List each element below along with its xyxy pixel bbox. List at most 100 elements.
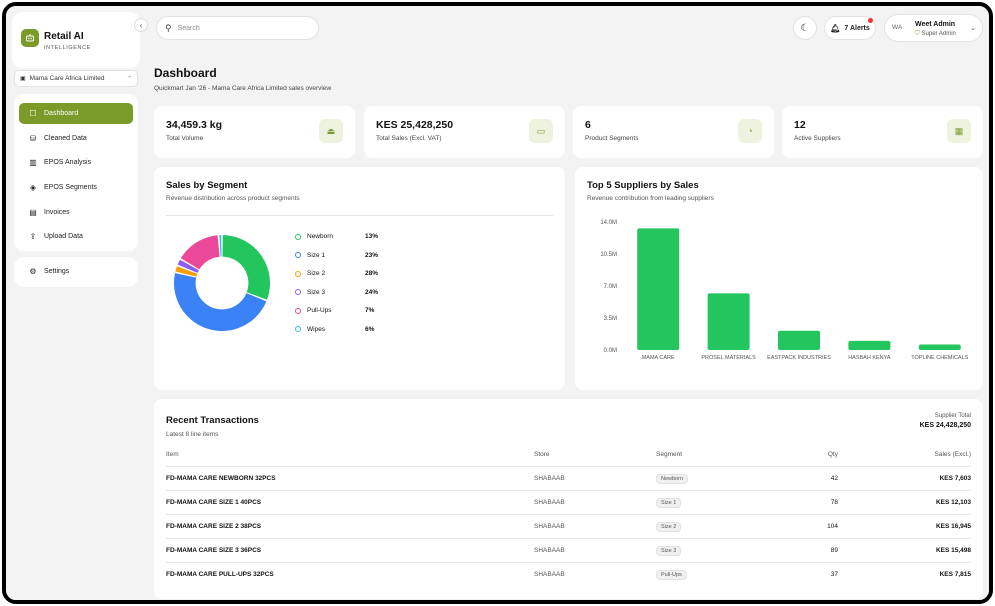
column-header-segment: Segment (656, 451, 683, 458)
table-row[interactable]: FD-MAMA CARE SIZE 3 36PCS SHABAAB Size 3… (166, 538, 971, 562)
pie-slice-size-3[interactable] (177, 259, 199, 273)
table-row[interactable]: FD-MAMA CARE PULL-UPS 32PCS SHABAAB Pull… (166, 562, 971, 586)
pie-slice-size-2[interactable] (175, 266, 198, 277)
kpi-card-active-suppliers: 12 Active Suppliers ▦ (782, 106, 983, 158)
y-tick-label: 3.5M (604, 316, 617, 322)
invoice-icon: ▤ (29, 208, 37, 217)
kpi-card-total-volume: 34,459.3 kg Total Volume ⏏ (154, 106, 355, 158)
dashboard-icon: ☐ (29, 109, 37, 118)
cell-item: FD-MAMA CARE SIZE 2 38PCS (166, 523, 262, 530)
legend-label: Size 1 (307, 251, 326, 259)
sidebar-item-epos-segments[interactable]: ◈ EPOS Segments (19, 177, 133, 198)
pie-slice-newborn[interactable] (222, 235, 270, 300)
page-subtitle: Quickmart Jan '26 - Mama Care Africa Lim… (154, 85, 332, 92)
bar-prosel-materials[interactable] (707, 293, 750, 350)
table-row[interactable]: FD-MAMA CARE SIZE 2 38PCS SHABAAB Size 2… (166, 514, 971, 538)
column-header-qty: Qty (827, 451, 838, 458)
segment-donut-chart (174, 235, 270, 331)
user-menu-button[interactable]: WA Weet Admin ⛉ Super Admin ⌄ (884, 14, 983, 42)
cell-qty: 78 (830, 499, 838, 506)
legend-swatch (295, 307, 301, 314)
collapse-sidebar-button[interactable]: ‹ (134, 18, 148, 32)
supplier-total-value: KES 24,428,250 (919, 422, 971, 429)
legend-percent: 6% (365, 325, 375, 333)
upload-icon: ⇪ (29, 232, 37, 241)
user-role-text: Super Admin (921, 31, 956, 37)
legend-percent: 24% (365, 288, 379, 296)
legend-label: Newborn (307, 233, 334, 240)
cell-item: FD-MAMA CARE NEWBORN 32PCS (166, 475, 276, 482)
legend-percent: 7% (365, 307, 375, 314)
y-tick-label: 14.0M (600, 220, 617, 226)
top-suppliers-card: Top 5 Suppliers by Sales Revenue contrib… (575, 167, 983, 390)
avatar: WA (892, 24, 903, 31)
legend-swatch (295, 270, 301, 277)
bar-hasbah-kenya[interactable] (848, 340, 891, 350)
search-bar[interactable]: ⚲ (156, 16, 319, 40)
brand-card: Retail AI INTELLIGENCE (12, 12, 140, 68)
legend-item: Wipes 6% (295, 325, 374, 333)
card-title: Top 5 Suppliers by Sales (587, 180, 699, 191)
legend-swatch (295, 252, 301, 258)
card-subtitle: Revenue distribution across product segm… (166, 195, 300, 202)
sidebar-item-label: Settings (44, 268, 70, 275)
table-row[interactable]: FD-MAMA CARE SIZE 1 40PCS SHABAAB Size 1… (166, 490, 971, 514)
bar-eastpack-industries[interactable] (778, 330, 820, 350)
recent-transactions-card: Recent Transactions Latest 8 line items … (154, 399, 983, 599)
pie-slice-size-1[interactable] (174, 273, 267, 331)
supplier-total-label: Supplier Total (934, 413, 971, 419)
segment-badge: Pull-Ups (656, 570, 687, 580)
x-tick-label: TOPLINE CHEMICALS (911, 355, 968, 361)
kpi-card-product-segments: 6 Product Segments ◔ (573, 106, 774, 158)
bar-mama-care[interactable] (637, 228, 680, 350)
legend-item: Size 2 28% (295, 270, 378, 277)
legend-label: Wipes (307, 325, 326, 333)
sidebar-item-invoices[interactable]: ▤ Invoices (19, 202, 133, 223)
alerts-button[interactable]: 🔔︎ 7 Alerts (824, 16, 876, 40)
brand-subtitle: INTELLIGENCE (44, 45, 91, 51)
pie-slice-pull-ups[interactable] (180, 235, 220, 270)
database-icon: ⛁ (29, 134, 37, 143)
cell-segment: Size 3 (656, 546, 682, 556)
sidebar-item-settings[interactable]: ⚙ Settings (19, 261, 133, 282)
sidebar-item-label: EPOS Segments (44, 184, 97, 191)
moon-icon: ☾ (800, 22, 810, 34)
kpi-value: 6 (585, 119, 591, 131)
sidebar-item-dashboard[interactable]: ☐ Dashboard (19, 103, 133, 124)
sidebar-item-label: Invoices (44, 209, 70, 216)
cell-item: FD-MAMA CARE SIZE 3 36PCS (166, 547, 262, 554)
search-input[interactable] (177, 24, 298, 32)
cell-item: FD-MAMA CARE SIZE 1 40PCS (166, 499, 262, 506)
legend-item: Size 3 24% (295, 289, 378, 296)
sidebar-item-epos-analysis[interactable]: ▥ EPOS Analysis (19, 152, 133, 173)
legend-label: Size 2 (307, 270, 326, 277)
x-tick-label: PROSEL MATERIALS (701, 355, 756, 361)
alert-indicator-dot (868, 18, 873, 23)
table-row[interactable]: FD-MAMA CARE NEWBORN 32PCS SHABAAB Newbo… (166, 466, 971, 490)
building-icon: ▦ (947, 119, 971, 143)
segment-badge: Size 1 (656, 498, 682, 508)
user-name: Weet Admin (915, 21, 956, 28)
settings-card: ⚙ Settings (14, 257, 138, 287)
sidebar-item-label: Upload Data (44, 233, 83, 240)
y-tick-label: 7.0M (604, 284, 617, 290)
shield-check-icon: ⛉ (915, 31, 920, 37)
legend-percent: 28% (365, 270, 379, 277)
organization-select[interactable]: ▣ Mama Care Africa Limited ⌃ (14, 70, 138, 87)
kpi-value: 12 (794, 119, 806, 131)
bar-topline-chemicals[interactable] (918, 344, 961, 350)
sidebar-item-cleaned-data[interactable]: ⛁ Cleaned Data (19, 128, 133, 149)
cell-sales: KES 7,815 (939, 571, 971, 578)
page-title: Dashboard (154, 66, 217, 80)
card-title: Recent Transactions (166, 415, 259, 426)
table-header: Item Store Segment Qty Sales (Excl.) (166, 443, 971, 467)
x-tick-label: EASTPACK INDUSTRIES (767, 355, 831, 361)
pie-slice-wipes[interactable] (219, 235, 222, 257)
sidebar-item-label: EPOS Analysis (44, 159, 92, 166)
bell-icon: 🔔︎ (830, 23, 841, 33)
cell-segment: Size 1 (656, 498, 682, 508)
cell-store: SHABAAB (534, 571, 565, 578)
sidebar-item-upload-data[interactable]: ⇪ Upload Data (19, 226, 133, 247)
theme-toggle-button[interactable]: ☾ (793, 16, 817, 40)
